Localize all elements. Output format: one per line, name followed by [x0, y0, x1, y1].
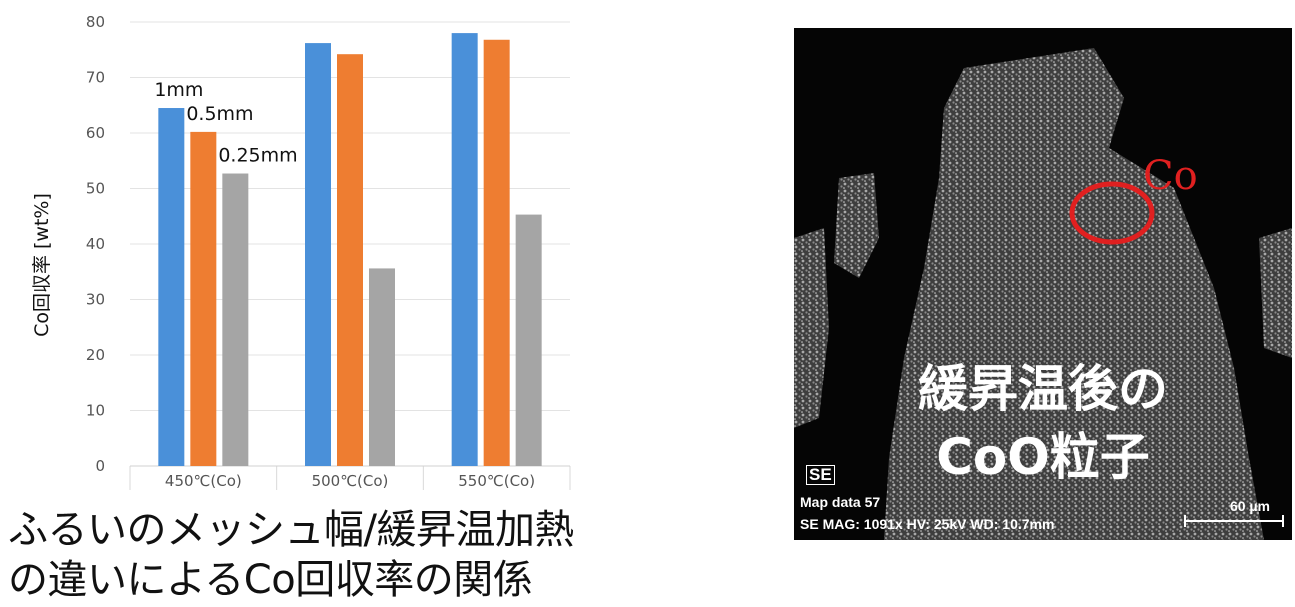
- bar: [222, 173, 249, 466]
- bar: [369, 268, 395, 466]
- caption-line-2: の違いによるCo回収率の関係: [8, 557, 533, 603]
- sem-info-line-2: SE MAG: 1091x HV: 25kV WD: 10.7mm: [800, 516, 1055, 532]
- category-label: 550℃(Co): [458, 472, 535, 490]
- y-tick-label: 20: [86, 346, 105, 364]
- figure-caption: ふるいのメッシュ幅/緩昇温加熱 の違いによるCo回収率の関係: [8, 505, 574, 605]
- particle-cluster-small: [834, 173, 879, 278]
- bar: [451, 33, 478, 466]
- sem-micrograph: Co 緩昇温後の CoO粒子 SE Map data 57 SE MAG: 10…: [794, 28, 1292, 540]
- category-labels: 450℃(Co) 500℃(Co) 550℃(Co): [165, 472, 535, 490]
- y-tick-label: 50: [86, 180, 105, 198]
- y-tick-label: 0: [95, 457, 105, 475]
- sem-title-line-2: CoO粒子: [936, 428, 1150, 486]
- scale-bar-label: 60 µm: [1230, 498, 1270, 514]
- y-tick-label: 40: [86, 235, 105, 253]
- bar: [305, 43, 331, 467]
- y-tick-labels: 0 10 20 30 40 50 60 70 80: [86, 13, 105, 475]
- bar: [515, 214, 542, 466]
- co-highlight-circle: [1069, 181, 1155, 245]
- y-tick-label: 70: [86, 69, 105, 87]
- se-badge: SE: [806, 465, 835, 485]
- co-label: Co: [1143, 153, 1198, 199]
- sem-title-line-1: 緩昇温後の: [918, 360, 1168, 418]
- caption-line-1: ふるいのメッシュ幅/緩昇温加熱: [8, 507, 574, 553]
- series-label: 0.5mm: [186, 103, 253, 125]
- y-tick-label: 80: [86, 13, 105, 31]
- bar: [483, 39, 510, 466]
- bar: [337, 54, 363, 466]
- category-label: 500℃(Co): [312, 472, 389, 490]
- bar: [158, 108, 185, 467]
- y-tick-label: 60: [86, 124, 105, 142]
- y-axis-label: Co回収率 [wt%]: [31, 193, 53, 337]
- particle-cluster: [884, 48, 1264, 540]
- bars: [158, 33, 542, 467]
- bar-chart: 0 10 20 30 40 50 60 70 80 450℃(Co) 500℃(Co) 550℃(C…: [31, 13, 571, 490]
- series-label: 1mm: [154, 79, 203, 101]
- category-label: 450℃(Co): [165, 472, 242, 490]
- bar: [190, 131, 217, 466]
- particle-cluster-edge: [794, 228, 829, 428]
- particle-cluster-right: [1259, 228, 1292, 358]
- y-tick-label: 30: [86, 291, 105, 309]
- series-label: 0.25mm: [218, 145, 297, 167]
- y-tick-label: 10: [86, 402, 105, 420]
- scale-bar: [1184, 515, 1284, 527]
- sem-info-line-1: Map data 57: [800, 494, 881, 510]
